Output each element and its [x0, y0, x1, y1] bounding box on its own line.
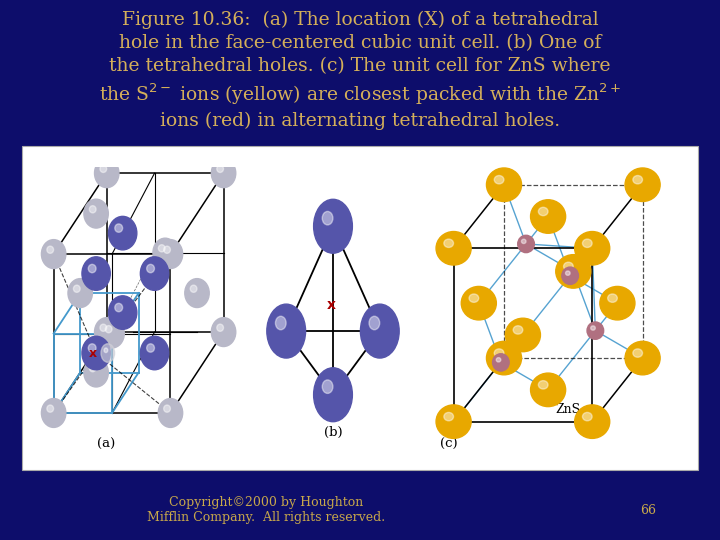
Ellipse shape [267, 304, 305, 358]
Ellipse shape [539, 381, 548, 389]
Ellipse shape [100, 165, 107, 172]
Ellipse shape [625, 168, 660, 201]
Ellipse shape [42, 399, 66, 428]
Ellipse shape [587, 322, 603, 339]
Text: Figure 10.36:  (a) The location (X) of a tetrahedral
hole in the face-centered c: Figure 10.36: (a) The location (X) of a … [99, 11, 621, 131]
Ellipse shape [100, 324, 107, 332]
Ellipse shape [531, 373, 566, 407]
Ellipse shape [82, 257, 110, 291]
Ellipse shape [494, 349, 504, 357]
Text: x: x [326, 298, 336, 312]
Text: Copyright©2000 by Houghton
Mifflin Company.  All rights reserved.: Copyright©2000 by Houghton Mifflin Compa… [148, 496, 385, 524]
Ellipse shape [565, 271, 570, 275]
Text: (b): (b) [324, 426, 342, 439]
Ellipse shape [94, 159, 119, 187]
Ellipse shape [633, 176, 642, 184]
Ellipse shape [582, 239, 592, 247]
Ellipse shape [185, 279, 210, 307]
Ellipse shape [633, 349, 642, 357]
Ellipse shape [575, 405, 610, 438]
Ellipse shape [104, 348, 108, 353]
Ellipse shape [492, 354, 509, 371]
Text: (c): (c) [440, 437, 457, 451]
Text: (a): (a) [96, 437, 114, 451]
Ellipse shape [140, 336, 168, 370]
Ellipse shape [114, 303, 122, 312]
Ellipse shape [564, 262, 573, 271]
Ellipse shape [73, 285, 80, 292]
Ellipse shape [469, 294, 479, 302]
Ellipse shape [608, 294, 617, 302]
Ellipse shape [42, 240, 66, 268]
Ellipse shape [513, 326, 523, 334]
Ellipse shape [89, 344, 96, 352]
Text: 66: 66 [640, 504, 656, 517]
Ellipse shape [590, 326, 595, 330]
Ellipse shape [556, 255, 591, 288]
Text: ZnS: ZnS [556, 403, 581, 416]
Ellipse shape [531, 200, 566, 233]
Ellipse shape [147, 265, 155, 273]
Ellipse shape [89, 364, 96, 372]
Ellipse shape [521, 239, 526, 244]
Ellipse shape [494, 176, 504, 184]
Ellipse shape [163, 246, 171, 253]
Ellipse shape [625, 341, 660, 375]
Ellipse shape [436, 232, 471, 265]
Ellipse shape [47, 246, 53, 253]
Ellipse shape [89, 206, 96, 213]
Ellipse shape [109, 296, 137, 329]
Ellipse shape [212, 318, 235, 347]
Ellipse shape [158, 240, 183, 268]
Ellipse shape [217, 324, 223, 332]
Ellipse shape [582, 413, 592, 421]
Ellipse shape [101, 344, 114, 362]
FancyBboxPatch shape [22, 146, 698, 470]
Ellipse shape [562, 267, 578, 285]
Ellipse shape [68, 279, 92, 307]
Ellipse shape [575, 232, 610, 265]
Ellipse shape [84, 199, 108, 228]
Ellipse shape [94, 318, 119, 347]
Ellipse shape [487, 168, 521, 201]
Text: x: x [89, 347, 96, 360]
Ellipse shape [217, 165, 223, 172]
Ellipse shape [158, 245, 165, 252]
Ellipse shape [212, 159, 235, 187]
Ellipse shape [140, 257, 168, 291]
Ellipse shape [100, 319, 125, 348]
Ellipse shape [600, 286, 635, 320]
Ellipse shape [496, 357, 501, 362]
Ellipse shape [323, 380, 333, 394]
Ellipse shape [505, 318, 541, 352]
Ellipse shape [436, 405, 471, 438]
Ellipse shape [89, 265, 96, 273]
Ellipse shape [276, 316, 286, 330]
Ellipse shape [518, 235, 534, 253]
Ellipse shape [314, 199, 352, 253]
Ellipse shape [190, 285, 197, 292]
Ellipse shape [444, 413, 454, 421]
Ellipse shape [462, 286, 496, 320]
Ellipse shape [109, 217, 137, 250]
Ellipse shape [84, 358, 108, 387]
Ellipse shape [323, 212, 333, 225]
Ellipse shape [361, 304, 399, 358]
Ellipse shape [163, 405, 171, 412]
Ellipse shape [153, 238, 177, 267]
Ellipse shape [114, 224, 122, 232]
Ellipse shape [487, 341, 521, 375]
Ellipse shape [444, 239, 454, 247]
Ellipse shape [369, 316, 379, 330]
Ellipse shape [82, 336, 110, 370]
Ellipse shape [147, 344, 155, 352]
Ellipse shape [314, 368, 352, 422]
Ellipse shape [47, 405, 53, 412]
Ellipse shape [539, 207, 548, 215]
Ellipse shape [158, 399, 183, 428]
Ellipse shape [105, 326, 112, 333]
